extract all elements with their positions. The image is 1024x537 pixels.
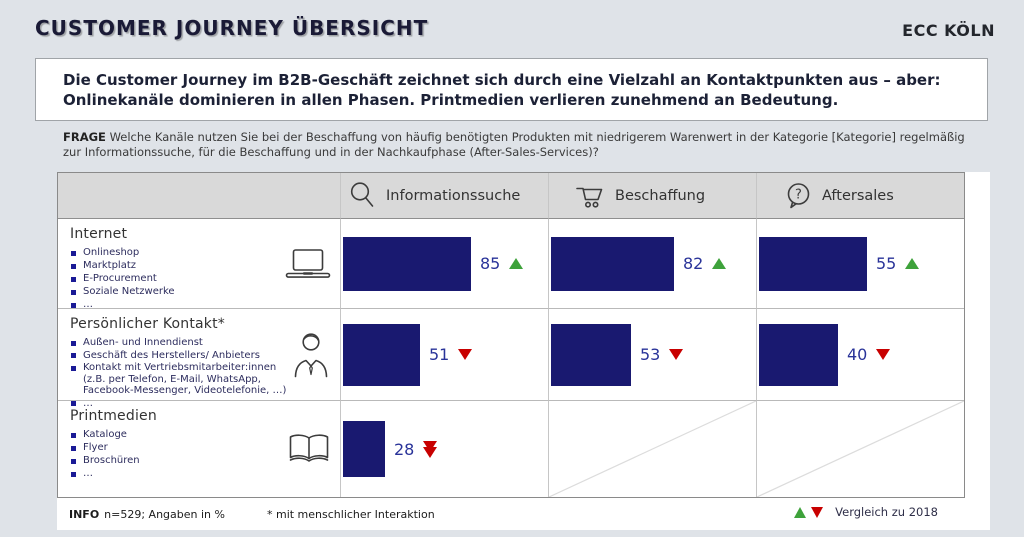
bar [343, 236, 471, 291]
laptop-icon [285, 248, 331, 278]
trend-legend: Vergleich zu 2018 [794, 505, 938, 519]
column-header-label: Aftersales [822, 187, 894, 204]
up-triangle-icon [794, 506, 807, 518]
bar-value: 55 [876, 254, 897, 273]
bar [343, 323, 420, 386]
cart-icon [576, 187, 603, 208]
svg-text:?: ? [795, 187, 802, 202]
journey-table: Informationssuche Beschaffung ? Aftersal… [57, 172, 965, 498]
trend-down2-icon [423, 440, 438, 458]
diagonal-strike [549, 401, 756, 497]
column-header-label: Informationssuche [386, 187, 521, 204]
channel-item: … [68, 299, 293, 311]
trend-up-icon [905, 258, 920, 269]
bar-cell-internet-informationssuche: 85 [341, 219, 549, 309]
bar [343, 421, 385, 477]
magnifier-icon [350, 181, 374, 207]
info-label: INFO [69, 508, 100, 521]
empty-cell-printmedien-beschaffung [549, 401, 757, 497]
channel-list: Außen- und Innendienst Geschäft des Hers… [68, 337, 293, 409]
diagonal-strike [757, 401, 964, 497]
question-label: FRAGE [63, 130, 106, 144]
question-bubble-icon: ? [787, 182, 810, 208]
book-icon [289, 434, 329, 462]
row-title: Printmedien [70, 408, 157, 424]
headline-line-2: Onlinekanäle dominieren in allen Phasen.… [63, 90, 839, 109]
bar [759, 236, 867, 291]
column-header-informationssuche: Informationssuche [341, 173, 549, 219]
channel-item: … [68, 468, 293, 480]
down-triangle-icon [811, 506, 824, 518]
row-title: Persönlicher Kontakt* [70, 316, 226, 332]
row-title: Internet [70, 226, 128, 242]
headline-box: Die Customer Journey im B2B-Geschäft zei… [35, 58, 988, 121]
column-header-label: Beschaffung [615, 187, 706, 204]
question-text: Welche Kanäle nutzen Sie bei der Beschaf… [63, 130, 965, 159]
column-header-beschaffung: Beschaffung [549, 173, 757, 219]
trend-up-icon [509, 258, 524, 269]
trend-down-icon [876, 349, 891, 360]
channel-item: Kataloge [68, 429, 293, 441]
row-label-printmedien: Printmedien Kataloge Flyer Broschüren … [58, 401, 341, 497]
column-header-aftersales: ? Aftersales [757, 173, 964, 219]
channel-list: Kataloge Flyer Broschüren … [68, 429, 293, 480]
bar-value: 85 [480, 254, 501, 273]
channel-item: Broschüren [68, 455, 293, 467]
bar-cell-internet-aftersales: 55 [757, 219, 964, 309]
trend-up-icon [712, 258, 727, 269]
bar-value: 82 [683, 254, 704, 273]
bar-cell-kontakt-beschaffung: 53 [549, 309, 757, 401]
bar [551, 236, 674, 291]
bar-cell-kontakt-informationssuche: 51 [341, 309, 549, 401]
person-icon [294, 332, 328, 377]
channel-item: E-Procurement [68, 273, 293, 285]
bar-value: 51 [429, 345, 450, 364]
channel-item: Geschäft des Herstellers/ Anbieters [68, 350, 293, 362]
bar [551, 323, 631, 386]
bar [759, 323, 838, 386]
channel-item: Außen- und Innendienst [68, 337, 293, 349]
channel-list: Onlineshop Marktplatz E-Procurement Sozi… [68, 247, 293, 311]
row-label-internet: Internet Onlineshop Marktplatz E-Procure… [58, 219, 341, 311]
ecc-koeln-logo: ECC KÖLN [902, 21, 995, 40]
bar-value: 40 [847, 345, 868, 364]
empty-cell-printmedien-aftersales [757, 401, 964, 497]
info-row: INFO n=529; Angaben in % * mit menschliche… [69, 508, 435, 521]
footnote: * mit menschlicher Interaktion [266, 508, 435, 521]
chart-panel: Informationssuche Beschaffung ? Aftersal… [57, 172, 990, 530]
channel-item: Soziale Netzwerke [68, 286, 293, 298]
page-title: CUSTOMER JOURNEY ÜBERSICHT [35, 16, 429, 40]
header-empty-cell [58, 173, 341, 219]
legend-label: Vergleich zu 2018 [835, 505, 938, 519]
survey-question: FRAGE Welche Kanäle nutzen Sie bei der B… [63, 130, 969, 160]
info-text: n=529; Angaben in % [104, 508, 225, 521]
channel-item: … [68, 398, 293, 410]
bar-cell-internet-beschaffung: 82 [549, 219, 757, 309]
row-label-persoenlicher-kontakt: Persönlicher Kontakt* Außen- und Innendi… [58, 309, 341, 409]
channel-item: Kontakt mit Vertriebsmitarbeiter:innen (… [68, 362, 293, 397]
bar-value: 28 [394, 439, 415, 459]
bar-cell-kontakt-aftersales: 40 [757, 309, 964, 401]
headline-line-1: Die Customer Journey im B2B-Geschäft zei… [63, 70, 941, 89]
channel-item: Marktplatz [68, 260, 293, 272]
bar-cell-printmedien-informationssuche: 28 [341, 401, 549, 497]
trend-down-icon [669, 349, 684, 360]
trend-down-icon [458, 349, 473, 360]
channel-item: Flyer [68, 442, 293, 454]
bar-value: 53 [640, 345, 661, 364]
channel-item: Onlineshop [68, 247, 293, 259]
